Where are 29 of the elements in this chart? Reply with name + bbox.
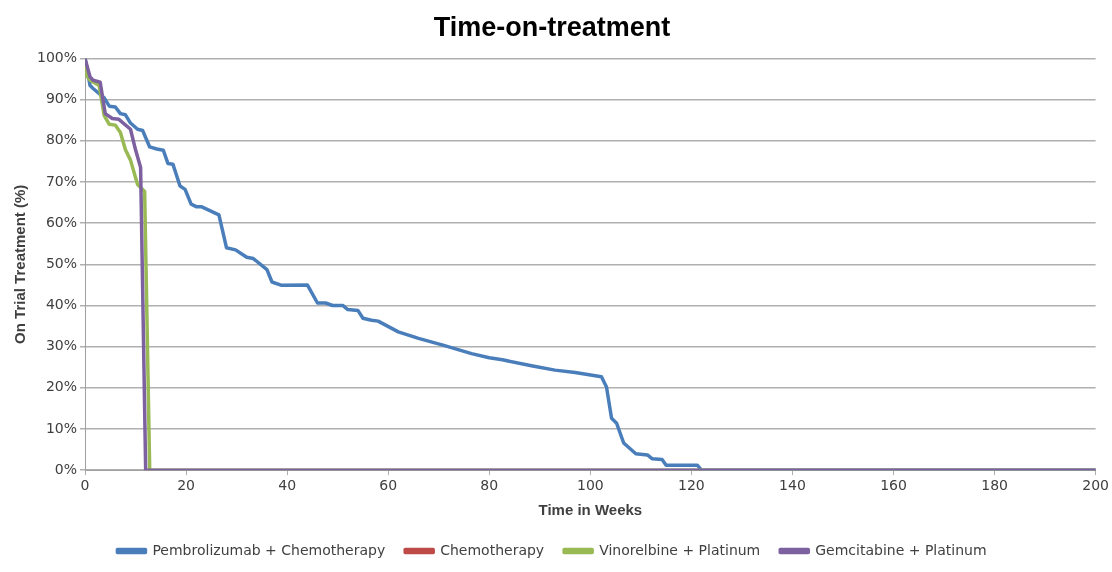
y-tick-label: 80% [45,131,78,148]
x-tick-label: 40 [278,477,297,494]
y-tick-label: 30% [45,337,78,354]
x-axis-title: Time in Weeks [538,501,643,519]
x-tick-label: 20 [177,477,195,494]
legend-label: Vinorelbine + Platinum [599,541,761,558]
x-tick-label: 180 [981,477,1008,494]
y-tick-label: 0% [54,460,78,477]
legend-label: Chemotherapy [440,541,545,558]
x-tick-label: 100 [576,477,604,494]
y-tick-label: 70% [45,172,78,189]
legend-label: Pembrolizumab + Chemotherapy [152,541,386,558]
x-tick-label: 120 [678,477,705,494]
x-tick-label: 0 [80,477,90,494]
y-tick-label: 60% [45,213,78,230]
x-tick-label: 80 [480,477,499,494]
y-tick-label: 90% [45,90,78,107]
chart-title: Time-on-treatment [433,11,671,42]
y-tick-label: 20% [45,378,78,395]
legend-label: Gemcitabine + Platinum [815,541,987,558]
y-tick-label: 10% [45,419,78,436]
x-tick-label: 140 [779,477,806,494]
y-tick-label: 50% [45,254,78,271]
y-tick-label: 100% [36,49,78,66]
x-tick-label: 160 [880,477,907,494]
x-tick-label: 200 [1082,477,1110,494]
y-axis-title: On Trial Treatment (%) [11,184,29,344]
x-tick-label: 60 [379,477,398,494]
y-tick-label: 40% [45,296,78,313]
